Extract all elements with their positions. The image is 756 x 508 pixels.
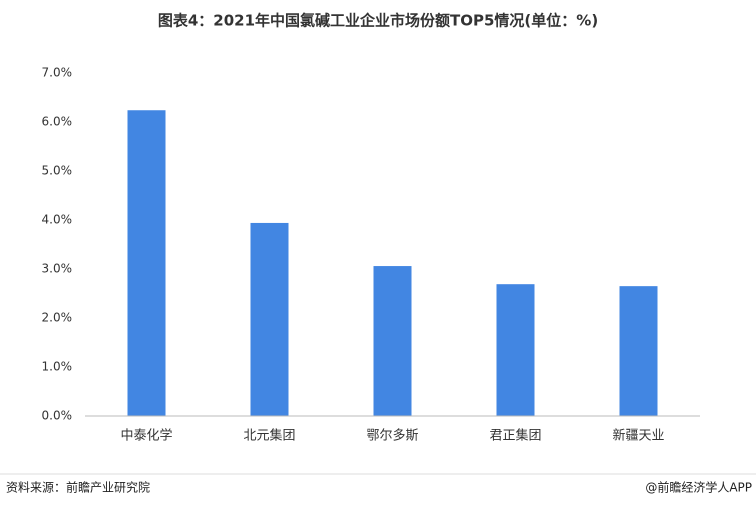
x-tick-label: 鄂尔多斯 bbox=[366, 428, 418, 444]
y-tick-label: 5.0% bbox=[42, 164, 73, 178]
y-tick-label: 2.0% bbox=[42, 311, 73, 325]
x-tick-label: 中泰化学 bbox=[120, 428, 172, 444]
credit: @前瞻经济学人APP bbox=[645, 480, 752, 495]
y-tick-label: 4.0% bbox=[42, 213, 73, 227]
bar bbox=[127, 110, 166, 417]
y-tick-label: 3.0% bbox=[42, 262, 73, 276]
chart-title: 图表4：2021年中国氯碱工业企业市场份额TOP5情况(单位：%) bbox=[158, 12, 598, 30]
y-tick-label: 7.0% bbox=[42, 66, 73, 80]
source: 资料来源：前瞻产业研究院 bbox=[6, 480, 150, 495]
x-tick-label: 北元集团 bbox=[243, 428, 295, 444]
x-tick-label: 君正集团 bbox=[489, 428, 541, 444]
bar bbox=[373, 266, 412, 416]
y-tick-label: 0.0% bbox=[42, 409, 73, 423]
y-tick-label: 1.0% bbox=[42, 360, 73, 374]
bar bbox=[619, 286, 658, 416]
bar bbox=[496, 284, 535, 416]
x-tick-label: 新疆天业 bbox=[612, 428, 664, 444]
bar bbox=[250, 222, 289, 416]
y-tick-label: 6.0% bbox=[42, 115, 73, 129]
